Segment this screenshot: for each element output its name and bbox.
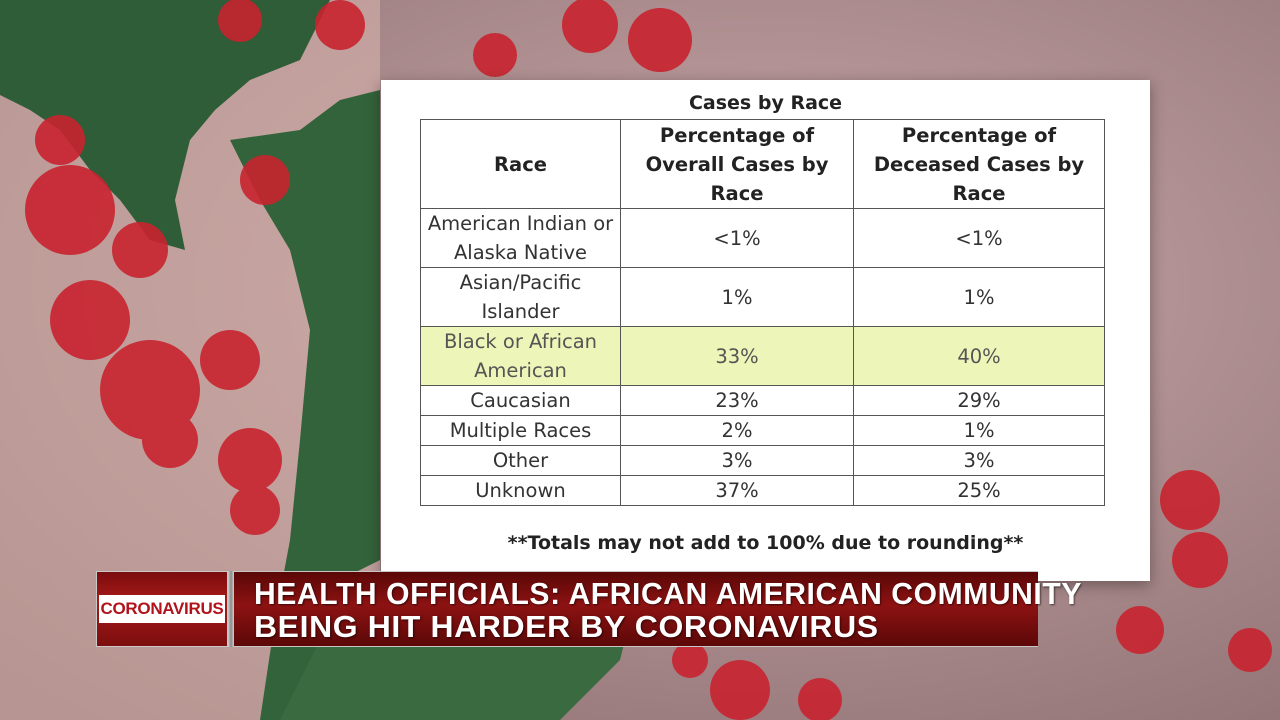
table-footnote: **Totals may not add to 100% due to roun…	[507, 532, 1024, 554]
cell-race: Unknown	[420, 475, 621, 506]
badge-separator	[228, 571, 234, 647]
table-row: American Indian or Alaska Native <1% <1%	[420, 208, 1105, 268]
cell-overall: 1%	[620, 267, 854, 327]
cell-overall: 3%	[620, 445, 854, 476]
cell-deceased: 1%	[853, 267, 1105, 327]
cell-deceased: <1%	[853, 208, 1105, 268]
header-overall: Percentage of Overall Cases by Race	[620, 119, 854, 209]
cell-deceased: 29%	[853, 385, 1105, 416]
table-row-highlighted: Black or African American 33% 40%	[420, 326, 1105, 386]
headline-line-1: HEALTH OFFICIALS: AFRICAN AMERICAN COMMU…	[254, 576, 1082, 611]
table-title: Cases by Race	[688, 92, 843, 114]
table-row: Caucasian 23% 29%	[420, 385, 1105, 416]
cell-deceased: 25%	[853, 475, 1105, 506]
cell-race: Black or African American	[420, 326, 621, 386]
topic-badge: CORONAVIRUS	[96, 571, 228, 647]
race-table-card: Cases by Race Race Percentage of Overall…	[381, 80, 1150, 581]
badge-label: CORONAVIRUS	[100, 599, 224, 618]
cell-race: Other	[420, 445, 621, 476]
cell-deceased: 40%	[853, 326, 1105, 386]
table-row: Asian/Pacific Islander 1% 1%	[420, 267, 1105, 327]
table-header-row: Race Percentage of Overall Cases by Race…	[420, 119, 1105, 209]
headline-line-2: BEING HIT HARDER BY CORONAVIRUS	[254, 609, 879, 644]
cell-overall: 33%	[620, 326, 854, 386]
table-row: Multiple Races 2% 1%	[420, 415, 1105, 446]
cell-deceased: 1%	[853, 415, 1105, 446]
cell-race: American Indian or Alaska Native	[420, 208, 621, 268]
badge-band	[99, 595, 225, 623]
cases-by-race-table: Race Percentage of Overall Cases by Race…	[420, 119, 1105, 506]
cell-deceased: 3%	[853, 445, 1105, 476]
cell-race: Asian/Pacific Islander	[420, 267, 621, 327]
cell-overall: <1%	[620, 208, 854, 268]
header-race: Race	[420, 119, 621, 209]
table-row: Other 3% 3%	[420, 445, 1105, 476]
table-row: Unknown 37% 25%	[420, 475, 1105, 506]
headline-bar: HEALTH OFFICIALS: AFRICAN AMERICAN COMMU…	[234, 571, 1081, 647]
news-lower-third: CORONAVIRUS HEALTH OFFICIALS: AFRICAN AM…	[96, 571, 1081, 647]
cell-overall: 37%	[620, 475, 854, 506]
cell-race: Multiple Races	[420, 415, 621, 446]
cell-race: Caucasian	[420, 385, 621, 416]
header-deceased: Percentage of Deceased Cases by Race	[853, 119, 1105, 209]
cell-overall: 2%	[620, 415, 854, 446]
cell-overall: 23%	[620, 385, 854, 416]
